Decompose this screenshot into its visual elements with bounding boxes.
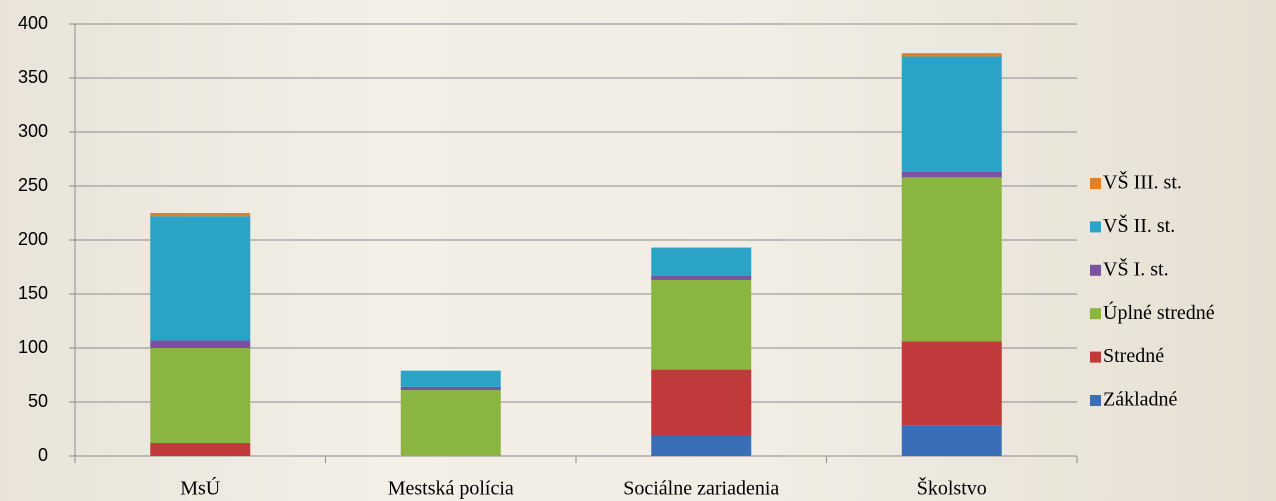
x-tick-label: Sociálne zariadenia: [623, 478, 779, 500]
y-tick-label: 100: [18, 337, 48, 357]
x-tick-label: Mestská polícia: [388, 478, 514, 500]
legend-label: Úplné stredné: [1103, 300, 1215, 324]
y-tick-label: 0: [38, 445, 48, 465]
bar-segment: [150, 216, 251, 341]
legend-label: Základné: [1103, 389, 1178, 411]
bar-segment: [651, 435, 752, 456]
bar-segment: [150, 443, 251, 456]
bar-segment: [651, 369, 752, 436]
y-tick-label: 300: [18, 121, 48, 141]
x-tick-label: MsÚ: [180, 476, 221, 500]
bar-segment: [651, 247, 752, 276]
y-tick-label: 400: [18, 13, 48, 33]
bar-segment: [150, 213, 251, 217]
bar-segment: [901, 177, 1002, 342]
y-tick-label: 200: [18, 229, 48, 249]
bar-segment: [400, 370, 501, 387]
y-tick-label: 250: [18, 175, 48, 195]
y-tick-label: 350: [18, 67, 48, 87]
legend-swatch: [1090, 351, 1101, 363]
bar-segment: [901, 53, 1002, 57]
legend-label: VŠ I. st.: [1103, 256, 1169, 280]
legend-label: VŠ II. st.: [1103, 213, 1175, 237]
legend-swatch: [1090, 395, 1101, 406]
bar-segment: [901, 56, 1002, 172]
bar-segment: [400, 390, 501, 456]
legend-swatch: [1090, 178, 1101, 189]
legend-swatch: [1090, 221, 1101, 233]
legend-swatch: [1090, 308, 1101, 320]
bar-segment: [400, 386, 501, 391]
x-tick-label: Školstvo: [917, 476, 987, 500]
bar-segment: [901, 425, 1002, 456]
bar-segment: [651, 275, 752, 280]
y-tick-label: 150: [18, 283, 48, 303]
bar-segment: [150, 340, 251, 348]
bar-segment: [901, 171, 1002, 178]
y-tick-label: 50: [28, 391, 48, 411]
legend-label: VŠ III. st.: [1103, 170, 1182, 194]
bar-segment: [901, 341, 1002, 426]
legend-label: Stredné: [1103, 345, 1164, 367]
bar-segment: [150, 348, 251, 444]
bar-segment: [651, 279, 752, 370]
legend-swatch: [1090, 264, 1101, 276]
